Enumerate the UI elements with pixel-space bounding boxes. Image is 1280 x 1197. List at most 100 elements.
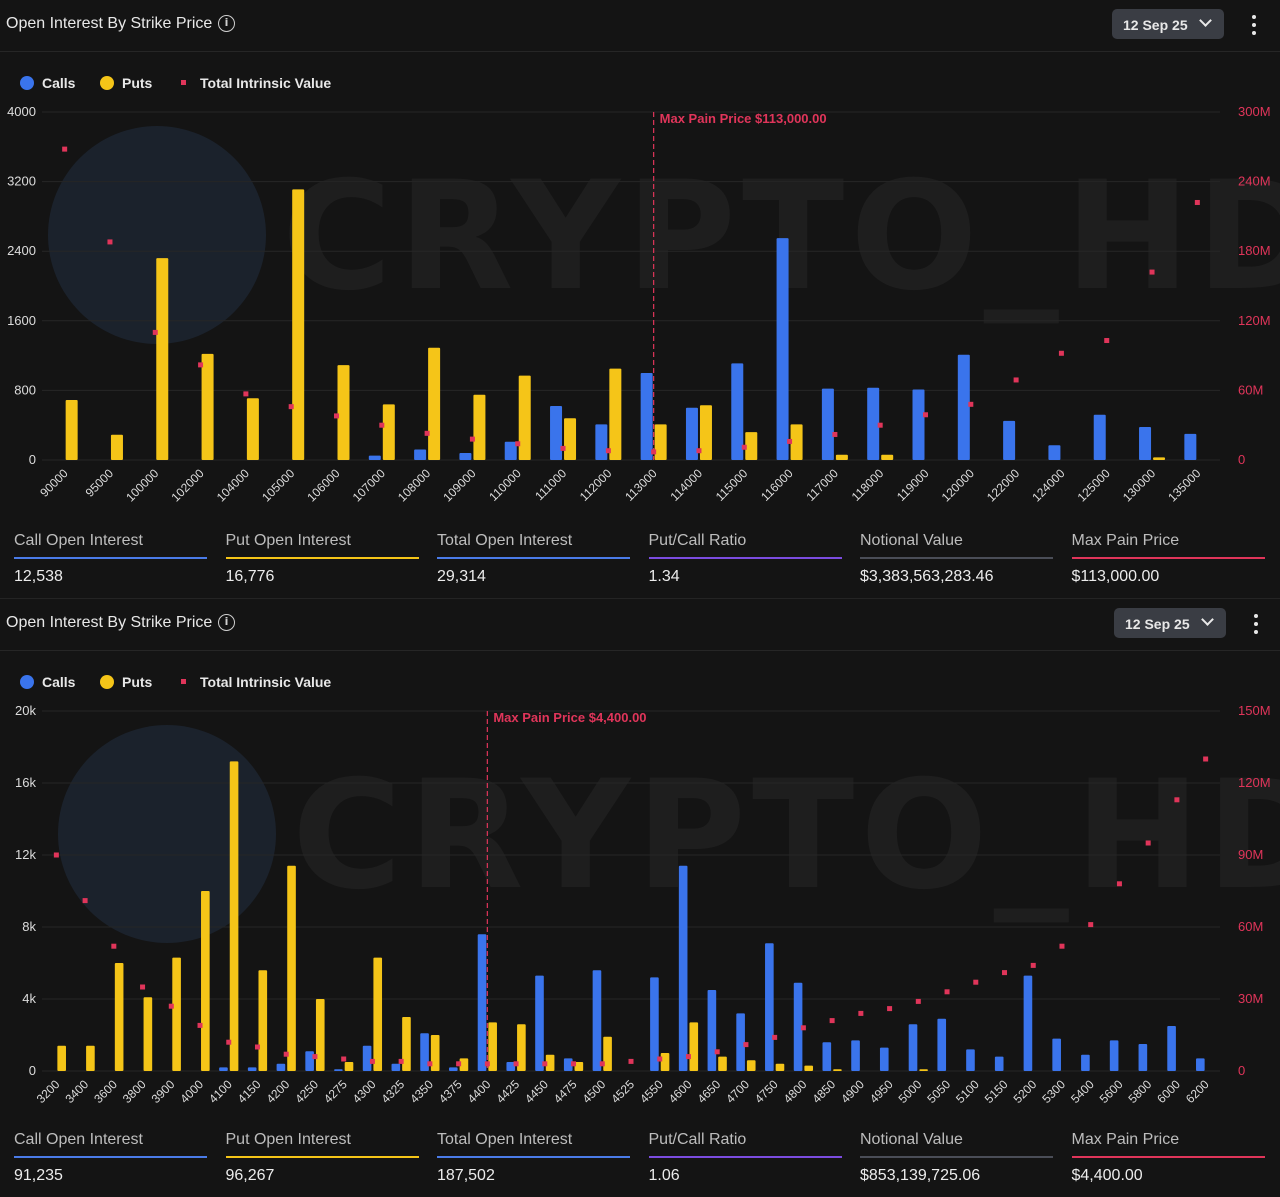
x-tick: 5150 — [982, 1077, 1011, 1106]
intrinsic-point — [513, 1061, 519, 1067]
date-selector-label: 12 Sep 25 — [1123, 17, 1188, 33]
stat-value: 1.06 — [648, 1167, 680, 1184]
call-bar — [867, 387, 880, 460]
put-bar — [86, 1045, 95, 1071]
max-pain-label: Max Pain Price $113,000.00 — [660, 111, 827, 126]
y-tick-left: 1600 — [7, 313, 36, 328]
intrinsic-square-icon — [181, 679, 186, 684]
intrinsic-point — [424, 430, 430, 436]
stat-notional-value: Notional Value $853,139,725.06 — [860, 1125, 1053, 1189]
call-bar — [1003, 420, 1016, 460]
panel-header: Open Interest By Strike Price i 12 Sep 2… — [0, 599, 1280, 651]
call-bar — [391, 1063, 401, 1071]
put-bar — [344, 1062, 354, 1071]
call-bar — [414, 449, 427, 460]
x-tick: 111000 — [532, 466, 569, 503]
panel-title: Open Interest By Strike Price — [6, 15, 213, 32]
intrinsic-point — [571, 1061, 577, 1067]
put-bar — [833, 1069, 842, 1071]
x-tick: 115000 — [713, 466, 751, 504]
stat-underline — [1071, 557, 1265, 559]
x-tick: 5800 — [1126, 1077, 1155, 1106]
put-bar — [287, 865, 296, 1071]
call-bar — [731, 363, 744, 460]
call-bar — [793, 982, 803, 1071]
put-bar — [775, 1063, 785, 1071]
stat-call-open-interest: Call Open Interest 12,538 — [14, 526, 207, 590]
y-tick-left: 4k — [22, 991, 36, 1006]
put-bar — [402, 1017, 411, 1071]
btc-open-interest-panel: Open Interest By Strike Price i 12 Sep 2… — [0, 0, 1280, 598]
stat-underline — [225, 1156, 419, 1158]
intrinsic-point — [858, 1010, 864, 1016]
intrinsic-point — [832, 431, 838, 437]
more-options-icon[interactable] — [1248, 613, 1264, 635]
y-tick-left: 20k — [15, 703, 36, 718]
intrinsic-point — [696, 448, 702, 454]
x-tick: 124000 — [1029, 466, 1067, 504]
call-bar — [937, 1018, 947, 1071]
x-tick: 110000 — [486, 466, 524, 504]
intrinsic-point — [427, 1061, 433, 1067]
intrinsic-point — [1088, 922, 1094, 928]
intrinsic-point — [111, 943, 117, 949]
put-bar — [603, 1036, 612, 1071]
date-selector[interactable]: 12 Sep 25 — [1112, 9, 1224, 39]
call-bar — [1138, 1044, 1148, 1071]
x-tick: 90000 — [37, 466, 71, 500]
stat-label: Max Pain Price — [1071, 1131, 1180, 1148]
put-bar — [545, 1054, 555, 1071]
put-bar — [57, 1045, 66, 1071]
call-bar — [504, 441, 517, 460]
intrinsic-point — [787, 438, 793, 444]
call-bar — [550, 406, 563, 460]
stat-label: Put Open Interest — [225, 532, 351, 549]
call-bar — [685, 407, 698, 460]
call-bar — [966, 1049, 975, 1071]
call-bar — [650, 977, 659, 1071]
intrinsic-point — [1149, 269, 1155, 275]
stat-label: Notional Value — [860, 1131, 963, 1148]
y-tick-right: 300M — [1238, 104, 1271, 119]
intrinsic-point — [877, 422, 883, 428]
intrinsic-point — [657, 1056, 663, 1062]
call-bar — [957, 354, 970, 460]
intrinsic-point — [1013, 377, 1019, 383]
x-tick: 4325 — [378, 1077, 407, 1106]
put-bar — [654, 424, 667, 460]
info-icon[interactable]: i — [218, 614, 235, 631]
legend-calls-label: Calls — [42, 75, 76, 91]
intrinsic-point — [168, 1003, 174, 1009]
more-options-icon[interactable] — [1246, 14, 1262, 36]
put-bar — [201, 891, 210, 1071]
put-bar — [201, 353, 214, 460]
put-bar — [699, 405, 712, 460]
puts-dot-icon — [100, 675, 114, 689]
x-tick: 5100 — [953, 1077, 982, 1106]
legend-calls-label: Calls — [42, 674, 76, 690]
legend-intrinsic-label: Total Intrinsic Value — [200, 674, 332, 690]
x-tick: 4650 — [695, 1077, 724, 1106]
x-tick: 4300 — [350, 1077, 379, 1106]
stat-underline — [225, 557, 419, 559]
y-tick-right: 0 — [1238, 1063, 1245, 1078]
y-tick-left: 12k — [15, 847, 36, 862]
x-tick: 117000 — [803, 466, 841, 504]
intrinsic-point — [469, 436, 475, 442]
stat-label: Put/Call Ratio — [648, 532, 747, 549]
intrinsic-point — [599, 1061, 605, 1067]
y-tick-right: 180M — [1238, 243, 1271, 258]
x-tick: 112000 — [577, 466, 615, 504]
put-bar — [745, 432, 758, 460]
intrinsic-point — [198, 362, 204, 368]
call-bar — [420, 1033, 429, 1071]
date-selector[interactable]: 12 Sep 25 — [1114, 608, 1226, 638]
put-bar — [919, 1069, 928, 1071]
call-bar — [678, 865, 688, 1071]
info-icon[interactable]: i — [218, 15, 235, 32]
intrinsic-point — [515, 441, 521, 447]
call-bar — [368, 455, 381, 460]
x-tick: 100000 — [123, 466, 161, 504]
x-tick: 4250 — [292, 1077, 321, 1106]
x-tick: 114000 — [667, 466, 705, 504]
